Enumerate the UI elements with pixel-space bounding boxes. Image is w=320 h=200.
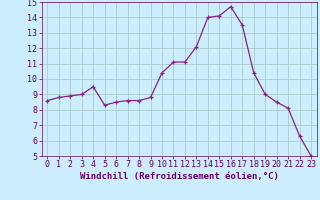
X-axis label: Windchill (Refroidissement éolien,°C): Windchill (Refroidissement éolien,°C) xyxy=(80,172,279,181)
